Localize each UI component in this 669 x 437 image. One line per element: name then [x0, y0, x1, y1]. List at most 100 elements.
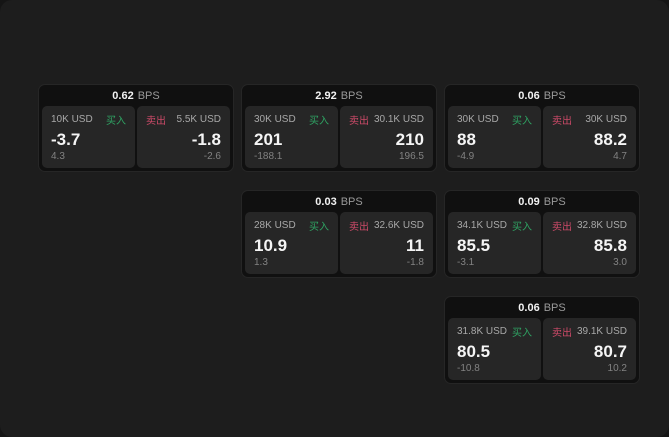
quote-card: 0.09 BPS 34.1K USD 买入 85.5 -3.1 卖出 32.8K…: [444, 190, 640, 278]
buy-panel-header: 28K USD 买入: [254, 218, 329, 233]
sell-panel-header: 卖出 39.1K USD: [552, 324, 627, 339]
buy-side-label: 买入: [309, 116, 329, 127]
buy-sell-panels: 30K USD 买入 201 -188.1 卖出 30.1K USD 210 1…: [245, 106, 433, 168]
quote-card: 0.03 BPS 28K USD 买入 10.9 1.3 卖出 32.6K US…: [241, 190, 437, 278]
buy-panel[interactable]: 30K USD 买入 201 -188.1: [245, 106, 338, 168]
sell-amount: 30.1K USD: [373, 114, 424, 125]
card-header: 0.06 BPS: [448, 297, 636, 318]
sell-panel[interactable]: 卖出 32.8K USD 85.8 3.0: [543, 212, 636, 274]
buy-panel[interactable]: 34.1K USD 买入 85.5 -3.1: [448, 212, 541, 274]
sell-amount: 32.8K USD: [576, 220, 627, 231]
buy-amount: 10K USD: [51, 114, 93, 125]
quote-card: 0.62 BPS 10K USD 买入 -3.7 4.3 卖出 5.5K USD…: [38, 84, 234, 172]
card-header: 0.09 BPS: [448, 191, 636, 212]
buy-panel[interactable]: 10K USD 买入 -3.7 4.3: [42, 106, 135, 168]
card-header: 0.03 BPS: [245, 191, 433, 212]
quote-card: 0.06 BPS 31.8K USD 买入 80.5 -10.8 卖出 39.1…: [444, 296, 640, 384]
buy-secondary-value: -3.1: [457, 257, 475, 268]
bps-unit-label: BPS: [543, 301, 566, 314]
sell-amount: 30K USD: [585, 114, 627, 125]
bps-unit-label: BPS: [543, 89, 566, 102]
sell-amount: 5.5K USD: [176, 114, 221, 125]
sell-price: 88.2: [593, 129, 627, 149]
buy-amount: 31.8K USD: [457, 326, 508, 337]
sell-amount: 39.1K USD: [576, 326, 627, 337]
sell-price: 210: [395, 129, 424, 149]
bps-value: 0.06: [518, 301, 540, 314]
buy-secondary-value: -4.9: [457, 151, 475, 162]
sell-panel-header: 卖出 30K USD: [552, 112, 627, 127]
buy-sell-panels: 10K USD 买入 -3.7 4.3 卖出 5.5K USD -1.8 -2.…: [42, 106, 230, 168]
sell-amount: 32.6K USD: [373, 220, 424, 231]
sell-secondary-value: -1.8: [406, 257, 424, 268]
buy-sell-panels: 31.8K USD 买入 80.5 -10.8 卖出 39.1K USD 80.…: [448, 318, 636, 380]
quote-cards-grid: 0.62 BPS 10K USD 买入 -3.7 4.3 卖出 5.5K USD…: [38, 84, 640, 384]
buy-panel[interactable]: 31.8K USD 买入 80.5 -10.8: [448, 318, 541, 380]
buy-sell-panels: 28K USD 买入 10.9 1.3 卖出 32.6K USD 11 -1.8: [245, 212, 433, 274]
sell-price: 11: [406, 235, 424, 255]
sell-secondary-value: -2.6: [203, 151, 221, 162]
sell-panel[interactable]: 卖出 30.1K USD 210 196.5: [340, 106, 433, 168]
sell-panel[interactable]: 卖出 30K USD 88.2 4.7: [543, 106, 636, 168]
buy-price: 88: [457, 129, 476, 149]
sell-price: 85.8: [593, 235, 627, 255]
buy-side-label: 买入: [512, 116, 532, 127]
sell-secondary-value: 4.7: [613, 151, 627, 162]
sell-price: -1.8: [191, 129, 221, 149]
sell-side-label: 卖出: [146, 116, 166, 127]
sell-panel[interactable]: 卖出 5.5K USD -1.8 -2.6: [137, 106, 230, 168]
sell-secondary-value: 10.2: [607, 363, 627, 374]
buy-price: 85.5: [457, 235, 491, 255]
buy-panel-header: 34.1K USD 买入: [457, 218, 532, 233]
sell-panel-header: 卖出 32.6K USD: [349, 218, 424, 233]
bps-value: 0.03: [315, 195, 337, 208]
buy-amount: 30K USD: [254, 114, 296, 125]
buy-side-label: 买入: [309, 222, 329, 233]
bps-unit-label: BPS: [543, 195, 566, 208]
buy-price: 80.5: [457, 341, 491, 361]
sell-side-label: 卖出: [349, 222, 369, 233]
buy-side-label: 买入: [512, 222, 532, 233]
bps-unit-label: BPS: [340, 89, 363, 102]
buy-amount: 30K USD: [457, 114, 499, 125]
bps-value: 0.62: [112, 89, 134, 102]
sell-panel-header: 卖出 5.5K USD: [146, 112, 221, 127]
bps-value: 0.06: [518, 89, 540, 102]
sell-secondary-value: 196.5: [398, 151, 424, 162]
bps-unit-label: BPS: [340, 195, 363, 208]
bps-value: 2.92: [315, 89, 337, 102]
buy-panel-header: 30K USD 买入: [457, 112, 532, 127]
buy-amount: 28K USD: [254, 220, 296, 231]
card-header: 2.92 BPS: [245, 85, 433, 106]
buy-price: -3.7: [51, 129, 81, 149]
buy-amount: 34.1K USD: [457, 220, 508, 231]
buy-secondary-value: 4.3: [51, 151, 65, 162]
buy-secondary-value: 1.3: [254, 257, 268, 268]
buy-secondary-value: -10.8: [457, 363, 480, 374]
buy-side-label: 买入: [512, 328, 532, 339]
buy-panel-header: 31.8K USD 买入: [457, 324, 532, 339]
card-header: 0.06 BPS: [448, 85, 636, 106]
sell-side-label: 卖出: [552, 116, 572, 127]
buy-panel-header: 10K USD 买入: [51, 112, 126, 127]
buy-panel-header: 30K USD 买入: [254, 112, 329, 127]
sell-panel[interactable]: 卖出 39.1K USD 80.7 10.2: [543, 318, 636, 380]
sell-side-label: 卖出: [349, 116, 369, 127]
buy-sell-panels: 30K USD 买入 88 -4.9 卖出 30K USD 88.2 4.7: [448, 106, 636, 168]
buy-secondary-value: -188.1: [254, 151, 283, 162]
quote-card: 2.92 BPS 30K USD 买入 201 -188.1 卖出 30.1K …: [241, 84, 437, 172]
buy-side-label: 买入: [106, 116, 126, 127]
sell-panel-header: 卖出 30.1K USD: [349, 112, 424, 127]
buy-price: 201: [254, 129, 283, 149]
buy-panel[interactable]: 28K USD 买入 10.9 1.3: [245, 212, 338, 274]
sell-secondary-value: 3.0: [613, 257, 627, 268]
buy-sell-panels: 34.1K USD 买入 85.5 -3.1 卖出 32.8K USD 85.8…: [448, 212, 636, 274]
quote-card: 0.06 BPS 30K USD 买入 88 -4.9 卖出 30K USD 8…: [444, 84, 640, 172]
buy-panel[interactable]: 30K USD 买入 88 -4.9: [448, 106, 541, 168]
sell-side-label: 卖出: [552, 328, 572, 339]
card-header: 0.62 BPS: [42, 85, 230, 106]
bps-value: 0.09: [518, 195, 540, 208]
sell-price: 80.7: [593, 341, 627, 361]
sell-panel[interactable]: 卖出 32.6K USD 11 -1.8: [340, 212, 433, 274]
buy-price: 10.9: [254, 235, 288, 255]
